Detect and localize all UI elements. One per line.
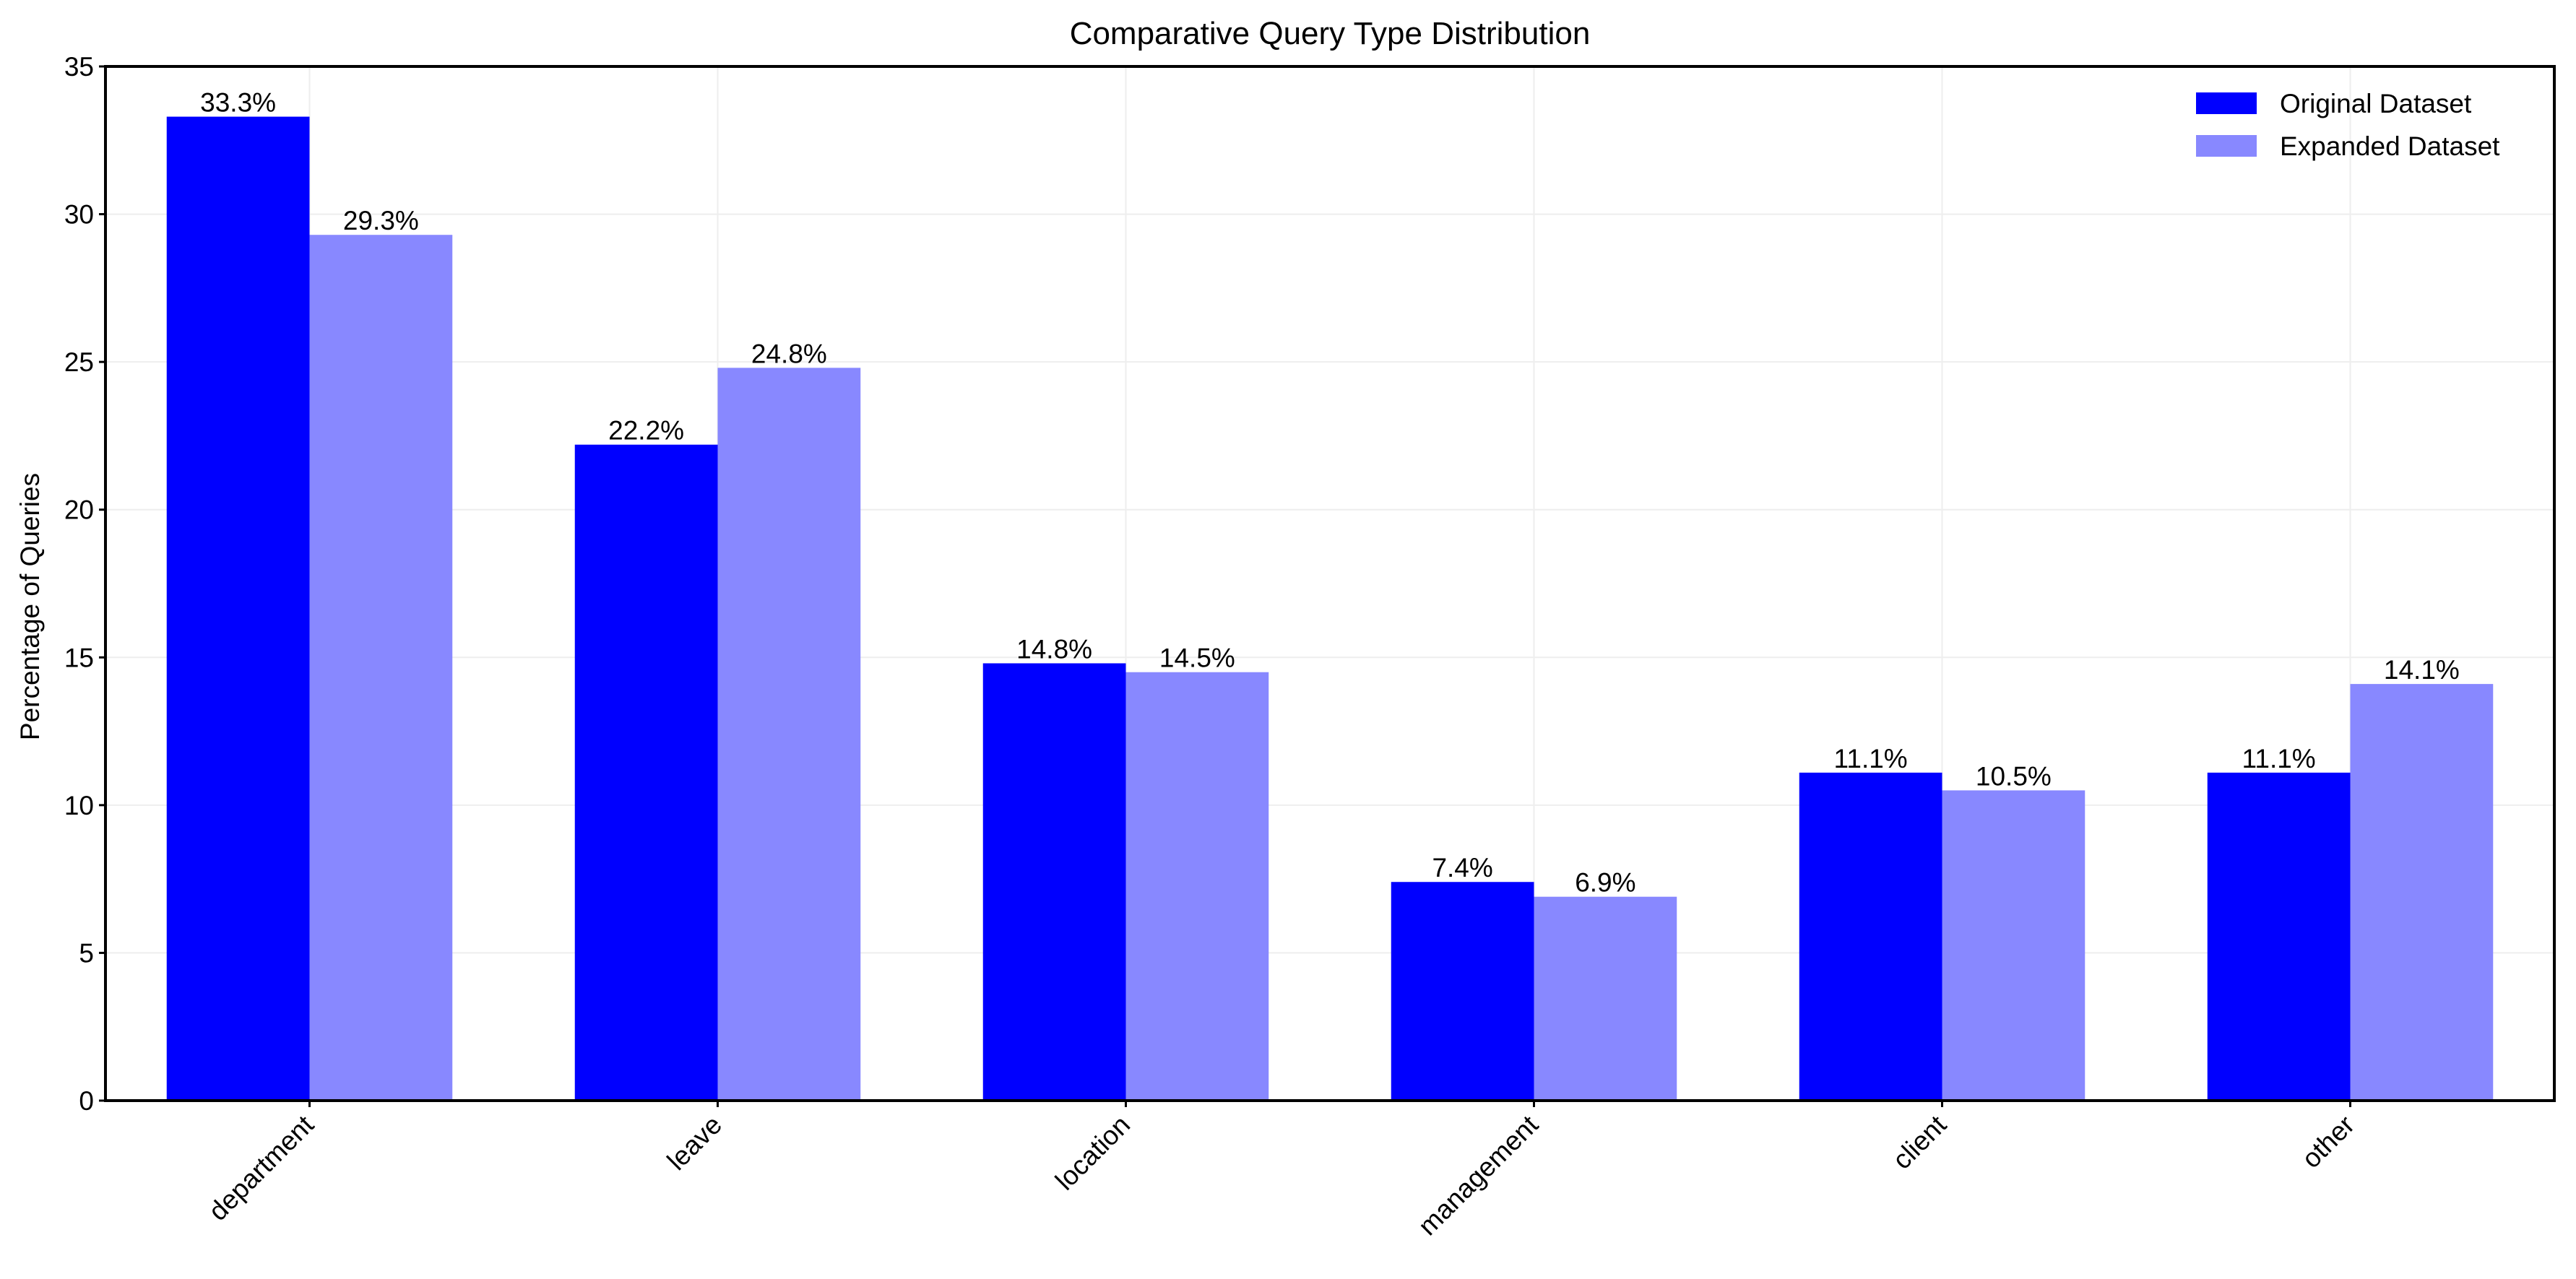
legend: Original Dataset Expanded Dataset	[2196, 89, 2500, 161]
y-tick-label: 25	[64, 347, 94, 377]
x-tick-label: location	[1050, 1110, 1136, 1196]
legend-label: Expanded Dataset	[2280, 131, 2500, 161]
x-tick-label: department	[203, 1109, 320, 1226]
bar-value-label: 22.2%	[608, 416, 684, 446]
data-labels: 33.3% 29.3% 22.2% 24.8% 14.8% 14.5% 7.4% 6.9% 11…	[200, 88, 2460, 898]
y-tick-label: 35	[64, 52, 94, 82]
x-axis-ticks: department leave location management client o…	[203, 1101, 2360, 1241]
y-tick-label: 30	[64, 200, 94, 230]
y-axis-ticks: 0 5 10 15 20 25 30 35	[64, 52, 105, 1116]
bar-value-label: 14.1%	[2384, 655, 2460, 685]
y-tick-label: 10	[64, 791, 94, 820]
bar-value-label: 29.3%	[343, 206, 419, 235]
bar-value-label: 14.8%	[1016, 634, 1092, 664]
y-tick-label: 15	[64, 643, 94, 672]
bar	[717, 368, 861, 1101]
x-tick-label: client	[1887, 1109, 1953, 1175]
bar	[1799, 772, 1942, 1101]
legend-label: Original Dataset	[2280, 89, 2472, 118]
bars	[166, 116, 2494, 1101]
bar-value-label: 7.4%	[1432, 853, 1492, 883]
bar	[574, 444, 718, 1101]
bar	[2207, 772, 2351, 1101]
x-tick-label: management	[1412, 1109, 1544, 1241]
x-tick-label: leave	[662, 1110, 728, 1176]
bar-value-label: 11.1%	[2242, 744, 2316, 773]
bar-value-label: 33.3%	[200, 88, 276, 118]
chart-title: Comparative Query Type Distribution	[1070, 16, 1591, 51]
x-tick-label: other	[2296, 1110, 2361, 1174]
bar-value-label: 14.5%	[1159, 643, 1235, 673]
y-tick-label: 5	[79, 938, 94, 968]
bar	[1125, 672, 1269, 1101]
bar-value-label: 10.5%	[1976, 761, 2052, 791]
y-axis-label: Percentage of Queries	[15, 473, 45, 740]
y-tick-label: 20	[64, 495, 94, 525]
plot-frame	[104, 65, 2556, 1102]
bar	[309, 235, 453, 1101]
bar	[166, 116, 310, 1101]
grid	[105, 66, 2554, 1101]
bar-value-label: 11.1%	[1834, 744, 1908, 773]
bar	[1391, 882, 1534, 1101]
bar	[982, 663, 1126, 1101]
legend-swatch	[2196, 92, 2257, 114]
bar	[1942, 790, 2086, 1101]
bar	[1534, 896, 1677, 1101]
bar-value-label: 24.8%	[751, 339, 827, 368]
legend-swatch	[2196, 135, 2257, 157]
bar-value-label: 6.9%	[1575, 868, 1635, 898]
y-tick-label: 0	[79, 1086, 94, 1116]
bar	[2350, 684, 2494, 1101]
